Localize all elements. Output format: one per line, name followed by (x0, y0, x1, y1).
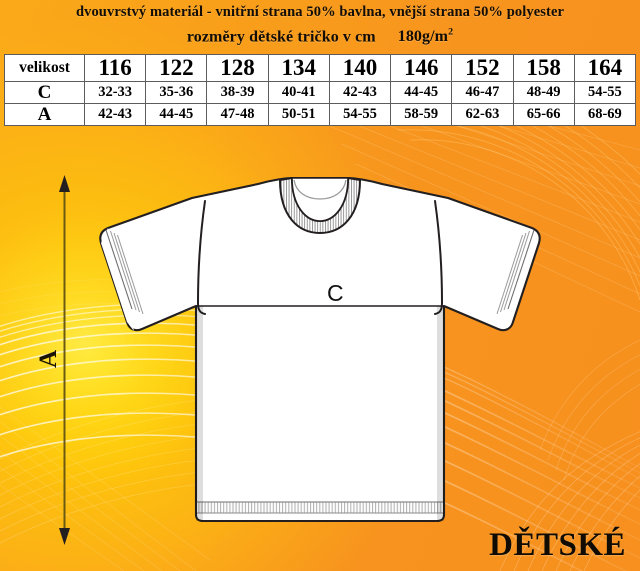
measure-cell: 46-47 (451, 81, 514, 104)
material-description: dvouvrstvý materiál - vnitřní strana 50%… (75, 4, 565, 20)
measurements-title-text: rozměry dětské tričko v cm (186, 28, 376, 46)
fabric-weight: 180g/m2 (397, 27, 454, 46)
measure-cell: 32-33 (83, 81, 147, 104)
measure-cell: 54-55 (328, 103, 392, 126)
measure-cell: 62-63 (451, 103, 514, 126)
size-cell: 158 (512, 54, 575, 82)
neck-tape (293, 179, 347, 200)
measure-cell: 68-69 (573, 103, 637, 126)
brand-label: DĚTSKÉ (489, 527, 626, 563)
size-cell: 134 (267, 54, 330, 82)
measure-cell: 58-59 (390, 103, 453, 126)
measure-cell: 44-45 (390, 81, 453, 104)
right-sleeve-hem (496, 229, 535, 315)
measure-a-arrow (59, 175, 70, 545)
measure-cell: 44-45 (145, 103, 208, 126)
measure-a-label: A (35, 349, 63, 369)
size-cell: 122 (145, 54, 208, 82)
measure-cell: 47-48 (206, 103, 269, 126)
measure-cell: 48-49 (512, 81, 575, 104)
measurements-title: rozměry dětské tričko v cm 180g/m2 (0, 27, 640, 46)
body-shading (196, 306, 444, 521)
fabric-weight-value: 180g/m (397, 28, 449, 46)
table-row-c: C 32-33 35-36 38-39 40-41 42-43 44-45 46… (4, 81, 637, 104)
size-table-body: velikost 116 122 128 134 140 146 152 158… (4, 54, 637, 126)
table-header-velikost: velikost (4, 54, 85, 82)
size-cell: 140 (328, 54, 392, 82)
measure-cell: 38-39 (206, 81, 269, 104)
size-cell: 164 (573, 54, 637, 82)
measure-cell: 54-55 (573, 81, 637, 104)
bottom-hem (197, 501, 443, 514)
size-cell: 152 (451, 54, 514, 82)
tshirt-outline (99, 176, 541, 523)
row-label-a: A (4, 103, 85, 126)
size-table-wrap: velikost 116 122 128 134 140 146 152 158… (4, 54, 637, 126)
fabric-weight-exponent: 2 (448, 27, 454, 38)
table-row-sizes: velikost 116 122 128 134 140 146 152 158… (4, 54, 637, 82)
shoulder-seams (191, 183, 449, 199)
sleeve-seams (196, 200, 444, 315)
left-sleeve-hem (101, 228, 144, 331)
measure-cell: 65-66 (512, 103, 575, 126)
measure-cell: 42-43 (328, 81, 392, 104)
size-cell: 146 (390, 54, 453, 82)
table-row-a: A 42-43 44-45 47-48 50-51 54-55 58-59 62… (4, 103, 637, 126)
measure-cell: 50-51 (267, 103, 330, 126)
size-cell: 116 (83, 54, 147, 82)
size-table: velikost 116 122 128 134 140 146 152 158… (4, 54, 637, 126)
row-label-c: C (4, 81, 85, 104)
measure-cell: 35-36 (145, 81, 208, 104)
measure-cell: 42-43 (83, 103, 147, 126)
measure-cell: 40-41 (267, 81, 330, 104)
measure-c-label: C (327, 280, 344, 306)
